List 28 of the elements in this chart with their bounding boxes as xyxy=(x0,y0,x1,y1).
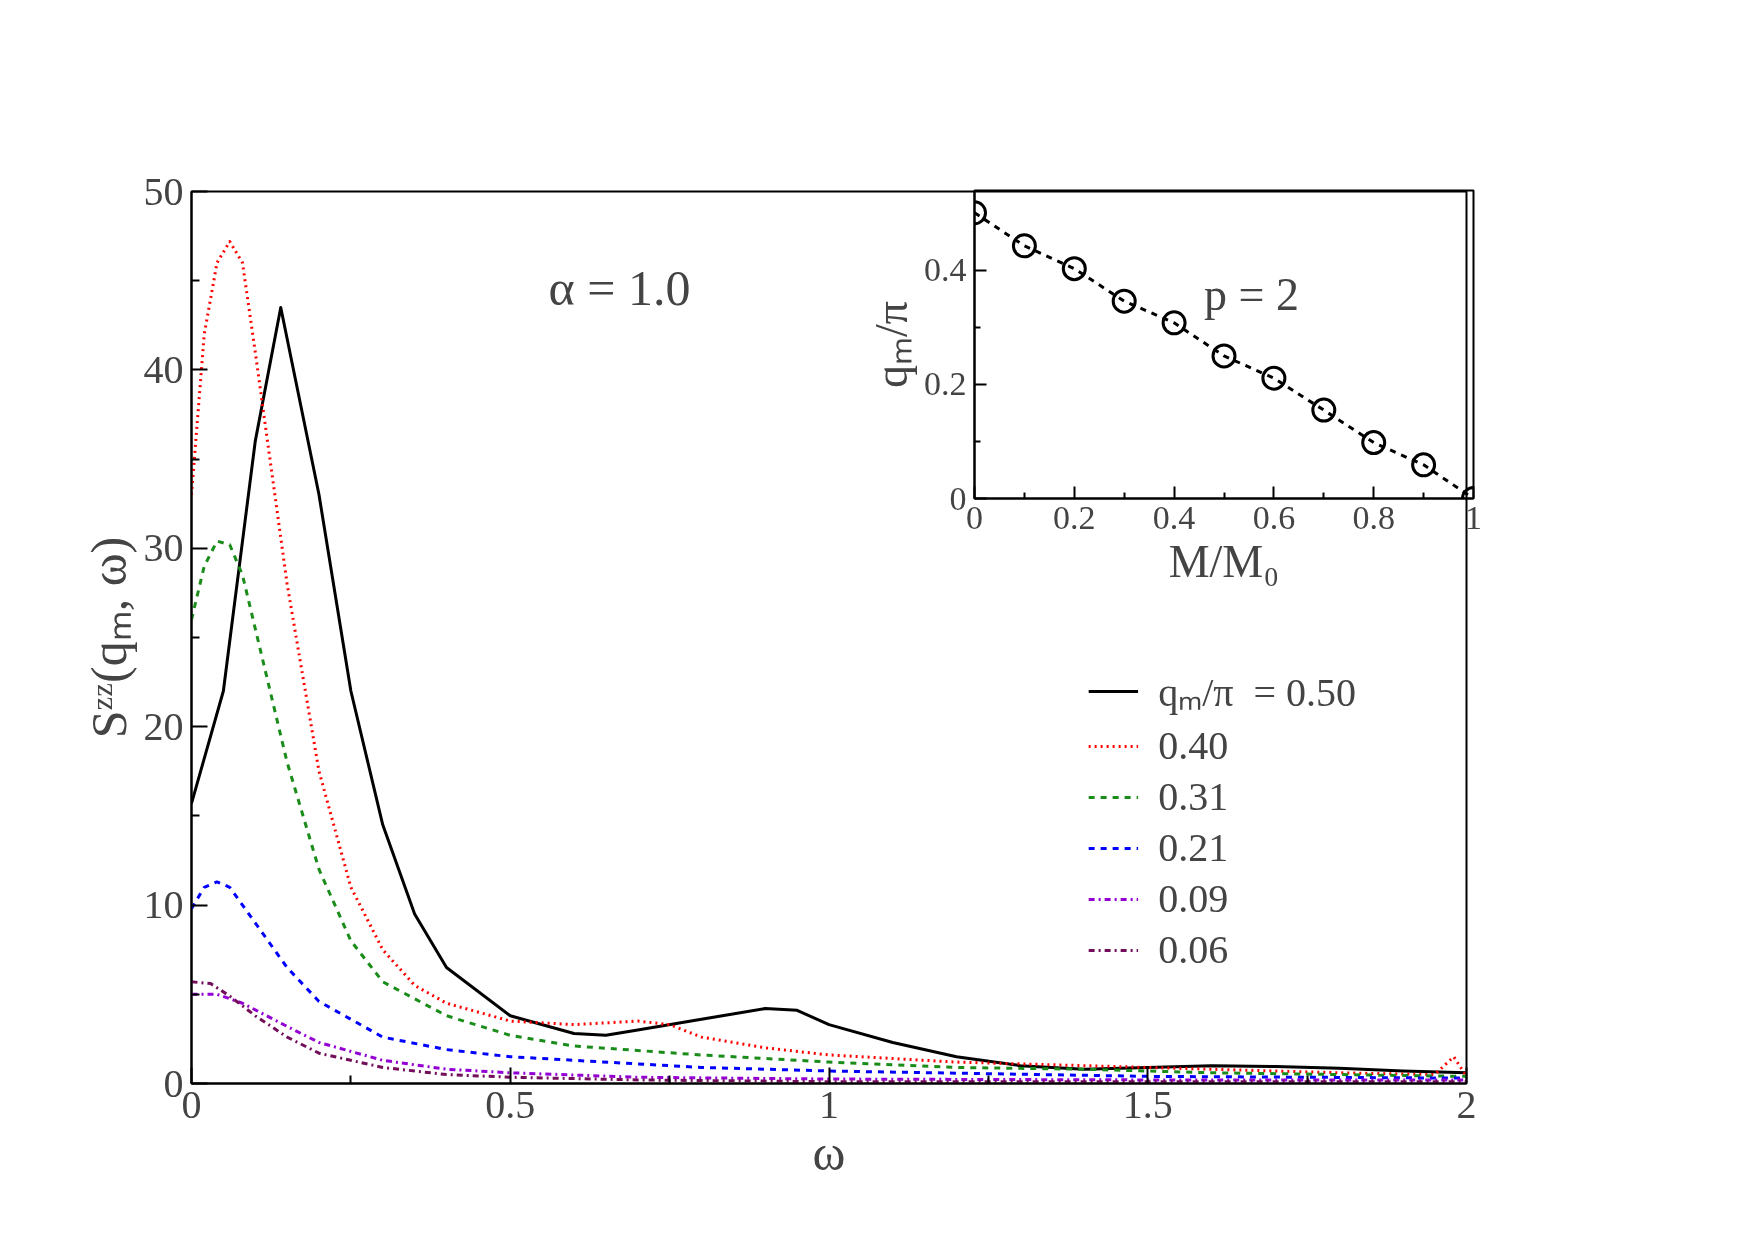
x-tick-label: 1 xyxy=(1465,498,1482,536)
y-axis-title: qₘ/π xyxy=(866,300,917,388)
x-tick-label: 1.5 xyxy=(1122,1081,1173,1127)
y-tick-label: 30 xyxy=(143,525,184,571)
x-tick-label: 2 xyxy=(1456,1081,1477,1127)
annotation: α = 1.0 xyxy=(548,260,691,317)
y-tick-label: 0.4 xyxy=(924,251,967,289)
y-axis-title: Sᶻᶻ(qₘ, ω) xyxy=(80,536,137,739)
annotation: p = 2 xyxy=(1204,268,1299,320)
legend-label: 0.40 xyxy=(1158,722,1229,769)
x-tick-label: 1 xyxy=(819,1081,839,1127)
legend-label: 0.31 xyxy=(1158,773,1229,820)
legend-label: qₘ/π = 0.50 xyxy=(1158,669,1356,717)
x-tick-label: 0.2 xyxy=(1053,498,1096,536)
y-tick-label: 10 xyxy=(143,882,184,928)
x-tick-label: 0.6 xyxy=(1252,498,1296,536)
legend-label: 0.21 xyxy=(1158,824,1229,871)
y-tick-label: 20 xyxy=(143,703,184,749)
y-tick-label: 0.2 xyxy=(924,365,967,403)
legend-label: 0.06 xyxy=(1158,926,1229,973)
x-tick-label: 0.5 xyxy=(485,1081,536,1127)
legend-label: 0.09 xyxy=(1158,875,1229,922)
x-tick-label: 0.8 xyxy=(1352,498,1395,536)
x-tick-label: 0.4 xyxy=(1152,498,1196,536)
x-axis-title: M/M₀ xyxy=(1168,535,1280,587)
y-tick-label: 50 xyxy=(143,168,184,214)
x-axis-title: ω xyxy=(812,1124,846,1181)
y-tick-label: 40 xyxy=(143,346,184,392)
